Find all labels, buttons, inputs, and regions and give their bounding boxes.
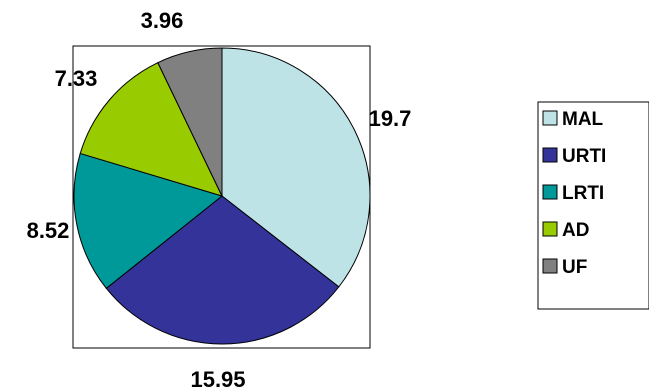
legend: MAL URTI LRTI AD UF [537, 101, 649, 310]
data-label-ad: 7.33 [55, 66, 98, 91]
pie-slice-urti [105, 195, 340, 345]
legend-label-urti: URTI [562, 146, 606, 167]
legend-label-ad: AD [562, 220, 589, 241]
pie-slices [73, 47, 371, 345]
pie-slice-lrti [73, 152, 224, 290]
legend-items: MAL URTI LRTI AD UF [542, 109, 606, 278]
legend-label-lrti: LRTI [562, 183, 604, 204]
data-label-mal: 19.7 [369, 106, 412, 131]
legend-swatch-urti [542, 147, 558, 163]
pie-slice-mal [221, 47, 371, 288]
legend-label-uf: UF [562, 257, 587, 278]
legend-swatch-mal [542, 110, 558, 126]
legend-swatch-ad [542, 221, 558, 237]
legend-swatch-uf [542, 258, 558, 274]
legend-swatch-lrti [542, 184, 558, 200]
data-label-uf: 3.96 [141, 8, 184, 33]
pie-slice-ad [79, 61, 223, 197]
pie-data-labels: 19.7 15.95 8.52 7.33 3.96 [27, 8, 412, 390]
pie-slice-uf [157, 47, 223, 197]
legend-border [537, 101, 649, 310]
legend-label-mal: MAL [562, 109, 604, 130]
data-label-urti: 15.95 [190, 367, 245, 390]
data-label-lrti: 8.52 [27, 218, 70, 243]
